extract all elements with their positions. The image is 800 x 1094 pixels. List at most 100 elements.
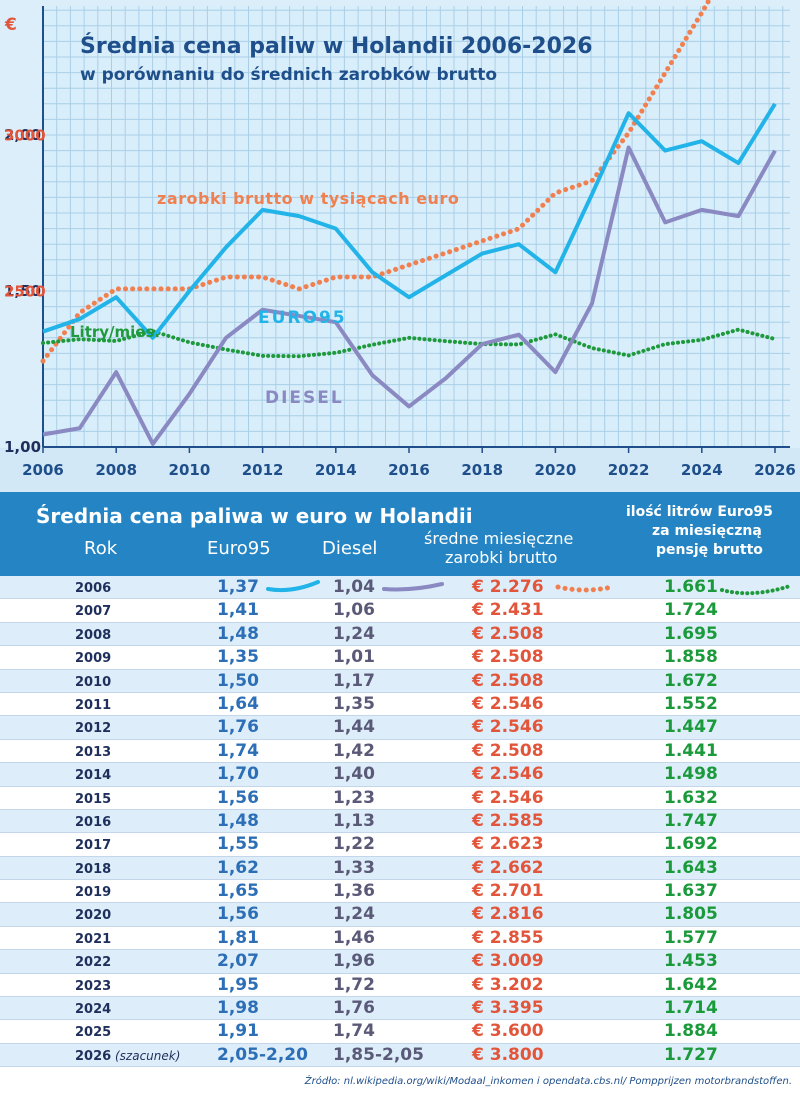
- table-row: 2014 1,70 1,40 € 2.546 1.498: [0, 763, 800, 787]
- year-cell: 2023: [75, 978, 112, 994]
- salary-cell: € 3.009: [472, 951, 544, 972]
- table-row: 2016 1,48 1,13 € 2.585 1.747: [0, 809, 800, 834]
- euro95-cell: 1,50: [217, 670, 259, 691]
- header-salary-line1: średne miesięczne: [424, 529, 574, 548]
- legend-diesel-swatch: [382, 582, 444, 592]
- table-row: 2024 1,98 1,76 € 3.395 1.714: [0, 997, 800, 1021]
- table-row: 2006 1,37 1,04 € 2.276 1.661: [0, 576, 800, 600]
- salary-cell: € 2.508: [472, 647, 544, 668]
- liters-cell: 1.637: [664, 881, 718, 902]
- x-tick-label: 2020: [535, 461, 577, 479]
- year-cell: 2022: [75, 955, 112, 971]
- year-cell: 2010: [75, 674, 112, 690]
- diesel-cell: 1,06: [333, 600, 375, 621]
- liters-cell: 1.643: [664, 857, 718, 878]
- table-row: 2010 1,50 1,17 € 2.508 1.672: [0, 669, 800, 693]
- plot-area: [43, 6, 777, 447]
- year-cell: 2007: [75, 604, 112, 620]
- x-tick-label: 2008: [95, 461, 137, 479]
- euro95-cell: 1,91: [217, 1021, 259, 1042]
- table-row: 2011 1,64 1,35 € 2.546 1.552: [0, 693, 800, 717]
- x-axis-band: [0, 448, 800, 492]
- salary-cell: € 2.546: [472, 693, 544, 714]
- header-liters-line2: za miesięczną: [652, 523, 762, 539]
- table-row: 2007 1,41 1,06 € 2.431 1.724: [0, 599, 800, 623]
- source-note: Źródło: nl.wikipedia.org/wiki/Modaal_ink…: [304, 1076, 792, 1087]
- legend-liters-swatch: [720, 584, 792, 596]
- liters-cell: 1.577: [664, 927, 718, 948]
- diesel-cell: 1,72: [333, 974, 375, 995]
- grid: [42, 6, 790, 448]
- euro95-cell: 1,70: [217, 764, 259, 785]
- year-cell: 2013: [75, 744, 112, 760]
- y-price-tick-label: 1,50: [4, 282, 41, 300]
- header-diesel: Diesel: [322, 538, 378, 559]
- diesel-cell: 1,40: [333, 764, 375, 785]
- year-cell: 2008: [75, 627, 112, 643]
- year-cell: 2026 (szacunek): [75, 1048, 181, 1064]
- diesel-cell: 1,04: [333, 577, 375, 597]
- table-row: 2017 1,55 1,22 € 2.623 1.692: [0, 833, 800, 857]
- header-liters-line1: ilość litrów Euro95: [626, 504, 773, 520]
- diesel-cell: 1,13: [333, 810, 375, 831]
- liters-cell: 1.714: [664, 998, 718, 1019]
- table-row: 2013 1,74 1,42 € 2.508 1.441: [0, 740, 800, 764]
- liters-cell: 1.632: [664, 787, 718, 808]
- liters-cell: 1.672: [664, 670, 718, 691]
- diesel-cell: 1,85-2,05: [333, 1044, 424, 1065]
- euro95-cell: 1,35: [217, 647, 259, 668]
- series-liters-line: [41, 327, 777, 359]
- year-note: (szacunek): [111, 1048, 181, 1063]
- header-salary-line2: zarobki brutto: [445, 548, 558, 567]
- liters-cell: 1.724: [664, 600, 718, 621]
- y-price-tick-label: 1,00: [4, 438, 41, 456]
- euro95-cell: 1,76: [217, 717, 259, 738]
- diesel-cell: 1,74: [333, 1021, 375, 1042]
- table-row: 2015 1,56 1,23 € 2.546 1.632: [0, 787, 800, 810]
- series-liters-label: Litry/mies.: [70, 323, 160, 341]
- table-row: 2022 2,07 1,96 € 3.009 1.453: [0, 950, 800, 974]
- euro95-cell: 1,81: [217, 927, 259, 948]
- table-row: 2020 1,56 1,24 € 2.816 1.805: [0, 903, 800, 927]
- year-cell: 2014: [75, 768, 112, 784]
- series-diesel-label: DIESEL: [265, 388, 344, 408]
- liters-cell: 1.695: [664, 623, 718, 644]
- salary-cell: € 2.546: [472, 787, 544, 808]
- euro95-cell: 1,65: [217, 881, 259, 902]
- header-year: Rok: [84, 538, 118, 559]
- salary-cell: € 2.431: [472, 600, 544, 621]
- diesel-cell: 1,33: [333, 857, 375, 878]
- diesel-cell: 1,36: [333, 881, 375, 902]
- header-euro95: Euro95: [207, 538, 271, 559]
- liters-cell: 1.805: [664, 904, 718, 925]
- salary-cell: € 2.701: [472, 881, 544, 902]
- liters-cell: 1.552: [664, 693, 718, 714]
- price-chart: 2006 2008 2010 2012 2014 2016 2018 2020 2022 2024…: [0, 0, 800, 492]
- salary-cell: € 2.508: [472, 740, 544, 761]
- euro95-cell: 1,98: [217, 998, 259, 1019]
- x-tick-label: 2024: [681, 461, 723, 479]
- diesel-cell: 1,01: [333, 647, 375, 668]
- table-row: 2026 (szacunek) 2,05-2,20 1,85-2,05 € 3.800…: [0, 1043, 800, 1068]
- liters-cell: 1.661: [664, 577, 718, 597]
- table-row: 2025 1,91 1,74 € 3.600 1.884: [0, 1020, 800, 1044]
- year-cell: 2020: [75, 908, 112, 924]
- salary-cell: € 2.623: [472, 834, 544, 855]
- chart-subtitle: w porównaniu do średnich zarobków brutto: [80, 65, 497, 85]
- x-tick-label: 2022: [608, 461, 650, 479]
- series-euro95-line: [42, 102, 777, 340]
- diesel-cell: 1,23: [333, 787, 375, 808]
- table-row: 2009 1,35 1,01 € 2.508 1.858: [0, 646, 800, 670]
- salary-cell: € 3.800: [472, 1044, 544, 1065]
- liters-cell: 1.498: [664, 764, 718, 785]
- euro95-cell: 1,95: [217, 974, 259, 995]
- euro95-cell: 2,07: [217, 951, 259, 972]
- diesel-cell: 1,96: [333, 951, 375, 972]
- diesel-cell: 1,17: [333, 670, 375, 691]
- series-salary-label: zarobki brutto w tysiącach euro: [157, 189, 459, 208]
- liters-cell: 1.692: [664, 834, 718, 855]
- table-row: 2018 1,62 1,33 € 2.662 1.643: [0, 856, 800, 881]
- euro95-cell: 1,41: [217, 600, 259, 621]
- diesel-cell: 1,35: [333, 693, 375, 714]
- euro95-cell: 1,62: [217, 857, 259, 878]
